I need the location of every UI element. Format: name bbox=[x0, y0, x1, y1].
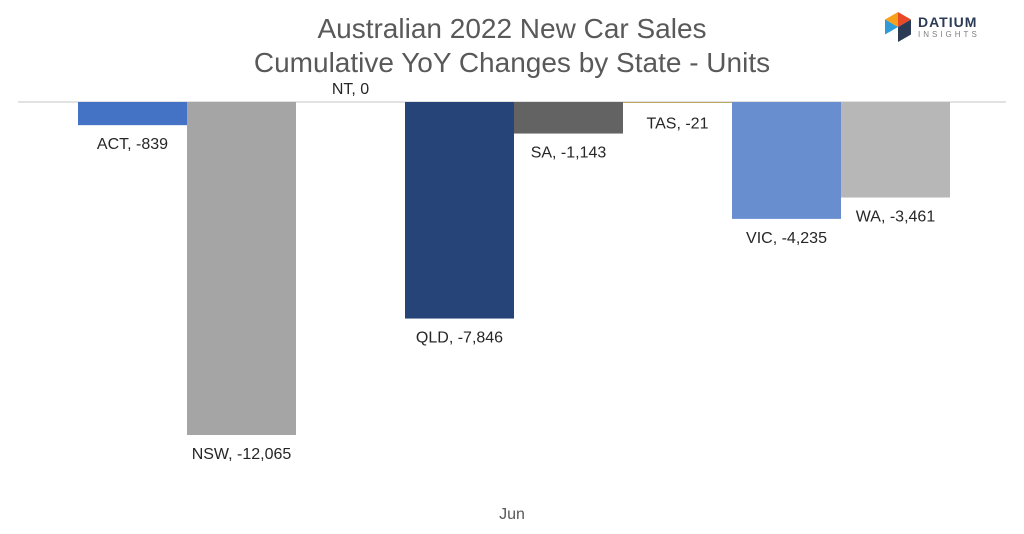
data-label-vic: VIC, -4,235 bbox=[746, 230, 827, 247]
bar-vic bbox=[732, 102, 841, 219]
data-label-wa: WA, -3,461 bbox=[856, 209, 936, 226]
bar-qld bbox=[405, 102, 514, 319]
data-label-nsw: NSW, -12,065 bbox=[192, 446, 292, 463]
logo-name: DATIUM bbox=[918, 14, 978, 30]
datium-logo-icon bbox=[885, 12, 911, 42]
data-label-sa: SA, -1,143 bbox=[531, 145, 607, 162]
bar-act bbox=[78, 102, 187, 126]
bar-tas bbox=[623, 102, 732, 103]
bar-nsw bbox=[187, 102, 296, 435]
x-tick-label: Jun bbox=[499, 506, 525, 523]
data-label-qld: QLD, -7,846 bbox=[416, 330, 503, 347]
chart-title-line-2: Cumulative YoY Changes by State - Units bbox=[253, 47, 771, 78]
data-labels-group: ACT, -839 NSW, -12,065 NT, 0 QLD, -7,846 SA,… bbox=[97, 81, 935, 463]
data-label-nt: NT, 0 bbox=[332, 81, 369, 98]
bar-sa bbox=[514, 102, 623, 134]
chart-title-line-1: Australian 2022 New Car Sales bbox=[317, 13, 707, 44]
chart-title: Australian 2022 New Car Sales Cumulative… bbox=[0, 12, 1024, 80]
bar-wa bbox=[841, 102, 950, 198]
logo-subtitle: INSIGHTS bbox=[918, 30, 980, 39]
data-label-tas: TAS, -21 bbox=[647, 116, 709, 133]
bars-group bbox=[78, 102, 950, 435]
datium-logo: DATIUM INSIGHTS bbox=[884, 12, 980, 42]
data-label-act: ACT, -839 bbox=[97, 136, 168, 153]
